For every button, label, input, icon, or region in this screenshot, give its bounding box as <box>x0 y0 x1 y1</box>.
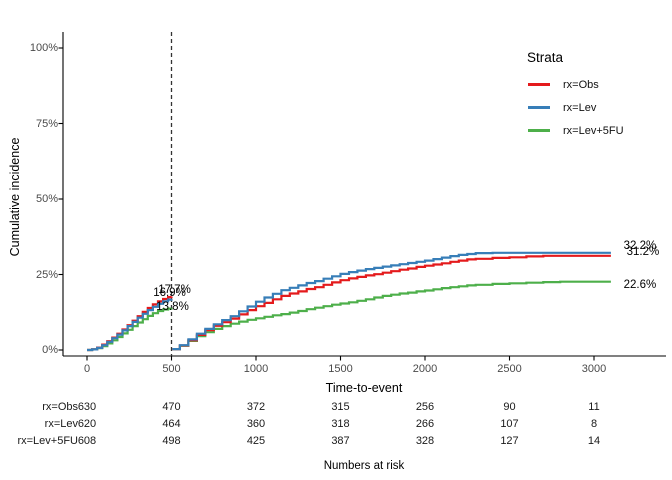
risk-table-count: 360 <box>246 418 266 430</box>
curve-rx-lev-5fu <box>87 307 173 352</box>
risk-table-count: 328 <box>415 435 435 447</box>
annotation-rx-lev-t3272: 32.2% <box>623 239 657 252</box>
legend-item-rx-obs: rx=Obs <box>513 73 668 96</box>
y-tick-label: 75% <box>35 117 58 130</box>
risk-table-count: 464 <box>162 418 181 430</box>
risk-table-row-label: rx=Lev+5FU <box>17 435 78 447</box>
legend-item-rx-lev: rx=Lev <box>513 96 668 119</box>
risk-table-count: 372 <box>246 401 266 413</box>
curve-rx-lev <box>172 251 611 351</box>
curve-rx-obs <box>172 254 611 351</box>
risk-table-count: 8 <box>590 418 598 430</box>
y-tick-label: 0% <box>42 344 58 356</box>
y-tick-label: 100% <box>29 42 58 54</box>
risk-table-count: 127 <box>500 435 519 447</box>
risk-table-title: Numbers at risk <box>323 460 405 472</box>
risk-table-count: 14 <box>587 435 601 447</box>
risk-table-count: 630 <box>77 401 97 413</box>
x-tick-label: 1500 <box>328 363 353 375</box>
risk-table-count: 608 <box>77 435 97 447</box>
risk-table-count: 498 <box>162 435 181 447</box>
risk-table-count: 387 <box>331 435 350 447</box>
legend-label: rx=Lev+5FU <box>563 124 624 137</box>
legend-line-swatch <box>528 128 550 133</box>
y-axis-title: Cumulative incidence <box>8 137 22 257</box>
legend-line-swatch <box>528 82 550 87</box>
x-tick-label: 3000 <box>581 363 607 375</box>
legend-title: Strata <box>527 50 564 65</box>
annotation-rx-obs-t500: 17.7% <box>158 283 191 296</box>
legend-label: rx=Lev <box>563 101 597 114</box>
legend: Strata rx=Obs rx=Lev rx=Lev+5FU <box>513 50 668 142</box>
legend-item-rx-lev-5fu: rx=Lev+5FU <box>513 119 668 142</box>
risk-table-count: 318 <box>331 418 350 430</box>
risk-table-count: 620 <box>77 418 97 430</box>
risk-table-count: 256 <box>415 401 435 413</box>
x-axis-title: Time-to-event <box>325 381 403 395</box>
risk-table-row-label: rx=Lev <box>44 418 78 430</box>
risk-table-count: 11 <box>588 401 600 413</box>
x-tick-label: 500 <box>162 363 181 375</box>
legend-label: rx=Obs <box>563 78 599 91</box>
y-tick-label: 50% <box>35 193 58 205</box>
curve-rx-lev-5fu <box>172 280 611 351</box>
risk-table-count: 315 <box>331 401 350 413</box>
x-tick-label: 0 <box>83 363 91 375</box>
x-tick-label: 1000 <box>243 363 269 375</box>
curve-rx-lev <box>87 298 173 352</box>
risk-table-count: 425 <box>246 435 266 447</box>
risk-table-count: 266 <box>415 418 435 430</box>
legend-line-swatch <box>528 105 550 110</box>
risk-table-row-label: rx=Obs <box>42 401 78 413</box>
x-tick-label: 2500 <box>497 363 522 375</box>
annotation-rx-lev-5fu-t500: 13.8% <box>156 301 189 314</box>
risk-table-count: 107 <box>500 418 519 430</box>
risk-table-count: 470 <box>162 401 181 413</box>
x-tick-label: 2000 <box>412 363 438 375</box>
risk-table-count: 90 <box>503 401 516 413</box>
annotation-rx-lev-5fu-t3272: 22.6% <box>623 278 657 291</box>
y-tick-label: 25% <box>35 268 58 281</box>
annotation-rx-obs-t3272: 31.2% <box>626 245 660 258</box>
annotation-rx-lev-t500: 16.9% <box>153 286 186 299</box>
